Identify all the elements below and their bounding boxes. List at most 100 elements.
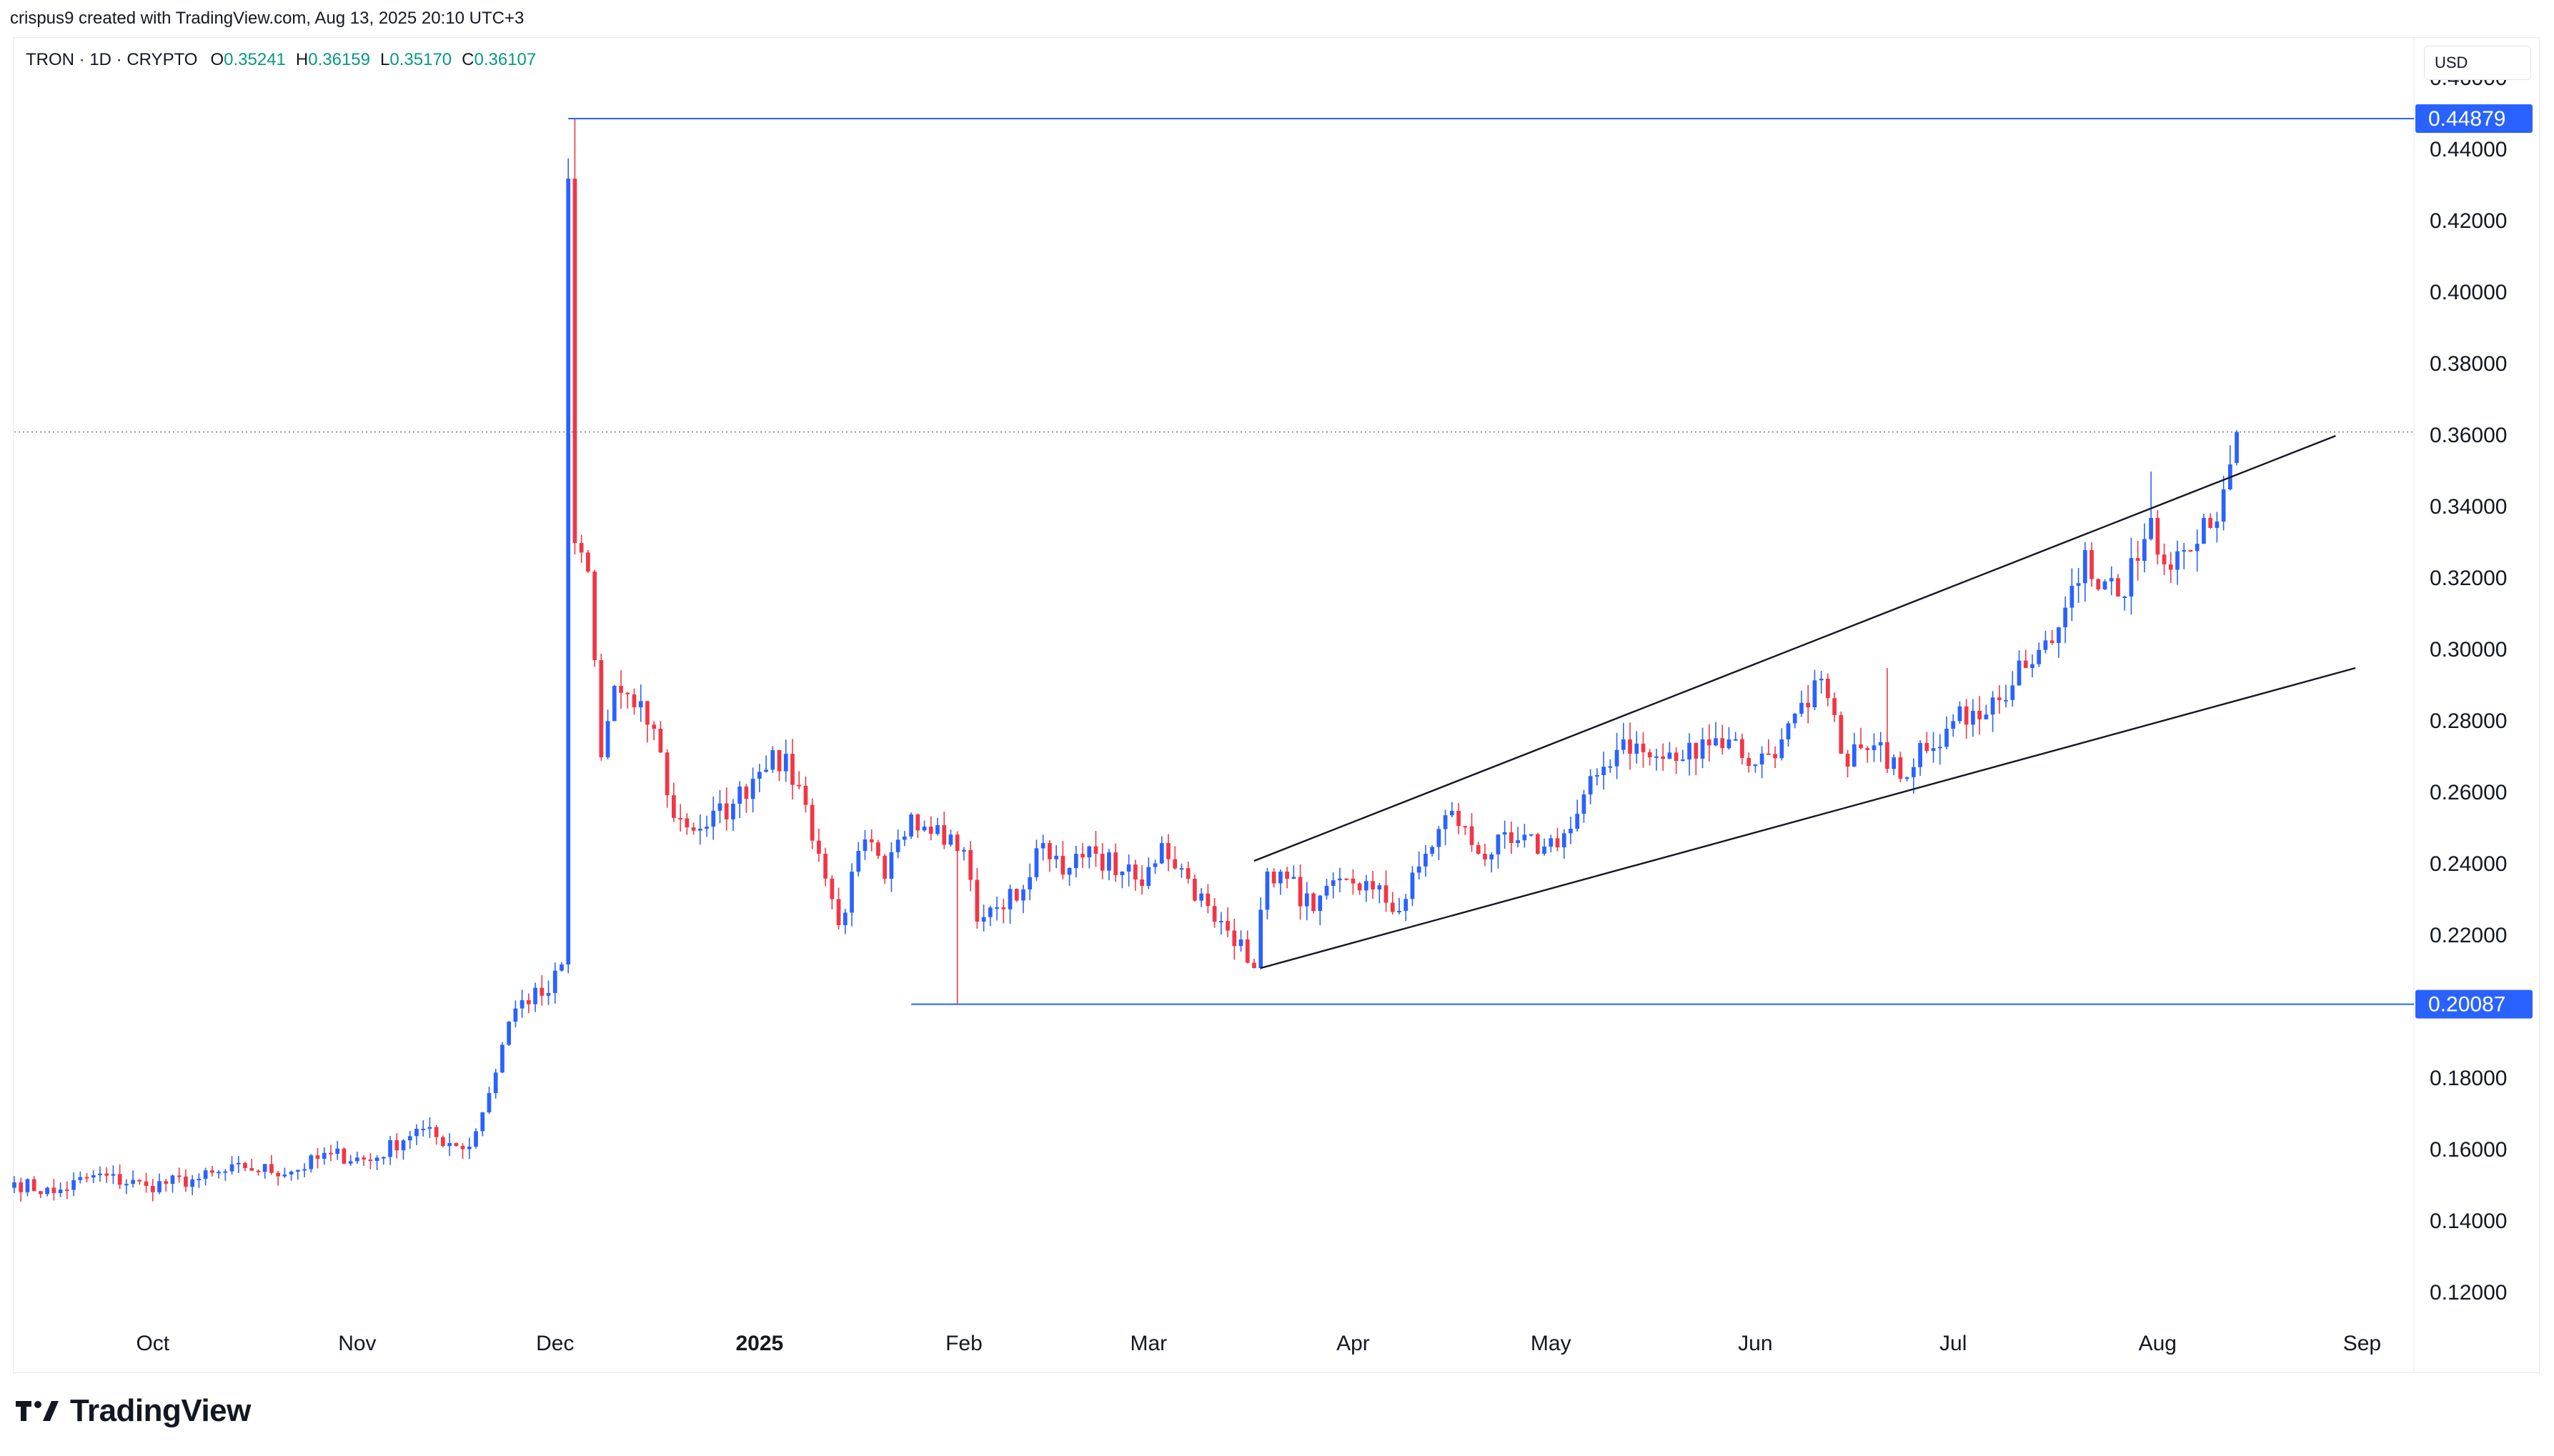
candle-body: [685, 818, 690, 828]
candle-body: [513, 1008, 518, 1022]
candle-body: [737, 786, 742, 804]
candle-body: [269, 1164, 274, 1173]
candle-body: [2063, 607, 2067, 628]
candle-body: [883, 855, 888, 879]
candle-body: [2235, 432, 2239, 463]
candle-body: [487, 1093, 492, 1112]
candle-body: [1357, 883, 1362, 891]
candle-body: [572, 179, 577, 543]
brand-name: TradingView: [70, 1393, 251, 1428]
candle-body: [421, 1128, 426, 1130]
candle-body: [467, 1147, 472, 1150]
candle-body: [243, 1162, 247, 1168]
candle-body: [1080, 854, 1085, 858]
candle-body: [276, 1172, 281, 1177]
candle-body: [1799, 702, 1804, 714]
candle-body: [1423, 854, 1428, 867]
candle-body: [12, 1182, 16, 1188]
candle-body: [1700, 739, 1705, 759]
candle-body: [1014, 889, 1019, 901]
candle-body: [850, 872, 854, 913]
candle-body: [1581, 794, 1586, 814]
y-tick-label: 0.18000: [2430, 1067, 2507, 1090]
candle-body: [19, 1182, 24, 1192]
candle-body: [1911, 767, 1916, 777]
candle-body: [2149, 518, 2153, 539]
candle-body: [1166, 843, 1171, 859]
candle-body: [170, 1175, 175, 1184]
candle-body: [1792, 713, 1797, 724]
candle-body: [1364, 881, 1368, 891]
candle-body: [2109, 578, 2114, 582]
candle-body: [388, 1140, 392, 1157]
candle-body: [526, 1000, 531, 1004]
candle-body: [441, 1137, 445, 1147]
candle-body: [190, 1179, 195, 1187]
candle-body: [2004, 699, 2008, 702]
candle-body: [1383, 885, 1388, 903]
y-tick-label: 0.38000: [2430, 352, 2507, 376]
tradingview-brand[interactable]: TradingView: [16, 1393, 251, 1429]
candle-body: [764, 769, 768, 772]
candle-body: [64, 1190, 69, 1192]
y-tick-label: 0.40000: [2430, 281, 2507, 304]
candle-body: [217, 1172, 221, 1174]
candle-body: [1252, 962, 1256, 968]
candle-body: [2155, 518, 2160, 555]
candle-body: [586, 552, 590, 572]
symbol-name[interactable]: TRON · 1D · CRYPTO: [26, 50, 198, 69]
candle-body: [1087, 846, 1092, 858]
candle-body: [995, 907, 999, 909]
candle-body: [2168, 564, 2173, 570]
candle-body: [1443, 815, 1448, 829]
candle-body: [711, 810, 716, 827]
candle-body: [295, 1170, 300, 1172]
candle-body: [71, 1180, 76, 1190]
open-value: 0.35241: [224, 50, 286, 69]
candle-body: [25, 1179, 30, 1192]
candle-body: [1773, 754, 1777, 759]
candle-body: [552, 970, 557, 993]
candle-body: [1931, 748, 1936, 752]
candle-body: [1179, 868, 1184, 870]
candle-body: [1054, 855, 1058, 859]
candle-body: [1680, 759, 1685, 762]
y-tick-label: 0.44000: [2430, 138, 2507, 161]
candle-body: [1509, 832, 1514, 843]
candle-body: [454, 1143, 459, 1146]
candle-body: [1990, 697, 1995, 715]
candle-body: [1516, 840, 1520, 843]
candle-body: [1463, 826, 1468, 828]
candle-body: [705, 827, 709, 829]
currency-button[interactable]: USD: [2424, 46, 2531, 80]
candle-body: [935, 825, 940, 834]
candle-body: [803, 786, 808, 805]
candle-body: [1674, 752, 1679, 761]
candle-body: [427, 1127, 432, 1129]
candle-body: [1872, 745, 1877, 750]
candle-body: [869, 839, 874, 843]
x-tick-label: Oct: [136, 1332, 169, 1355]
candle-body: [1285, 871, 1289, 879]
candle-body: [1159, 843, 1164, 864]
candle-body: [560, 964, 564, 971]
candle-body: [1535, 834, 1540, 854]
candle-body: [1476, 844, 1481, 854]
candle-body: [1403, 899, 1408, 911]
candle-body: [1416, 866, 1421, 873]
close-value: 0.36107: [474, 50, 537, 69]
candle-body: [928, 827, 933, 834]
candle-body: [1449, 811, 1454, 816]
x-tick-label: Dec: [536, 1332, 574, 1355]
candle-body: [1885, 742, 1889, 769]
candle-body: [592, 572, 597, 661]
candle-body: [1456, 811, 1461, 827]
candle-body: [817, 840, 821, 854]
candle-body: [493, 1072, 498, 1093]
candle-body: [1206, 893, 1211, 907]
candle-body: [1832, 698, 1837, 715]
candle-body: [104, 1173, 109, 1176]
y-tick-label: 0.16000: [2430, 1138, 2507, 1162]
candle-body: [1496, 834, 1501, 854]
